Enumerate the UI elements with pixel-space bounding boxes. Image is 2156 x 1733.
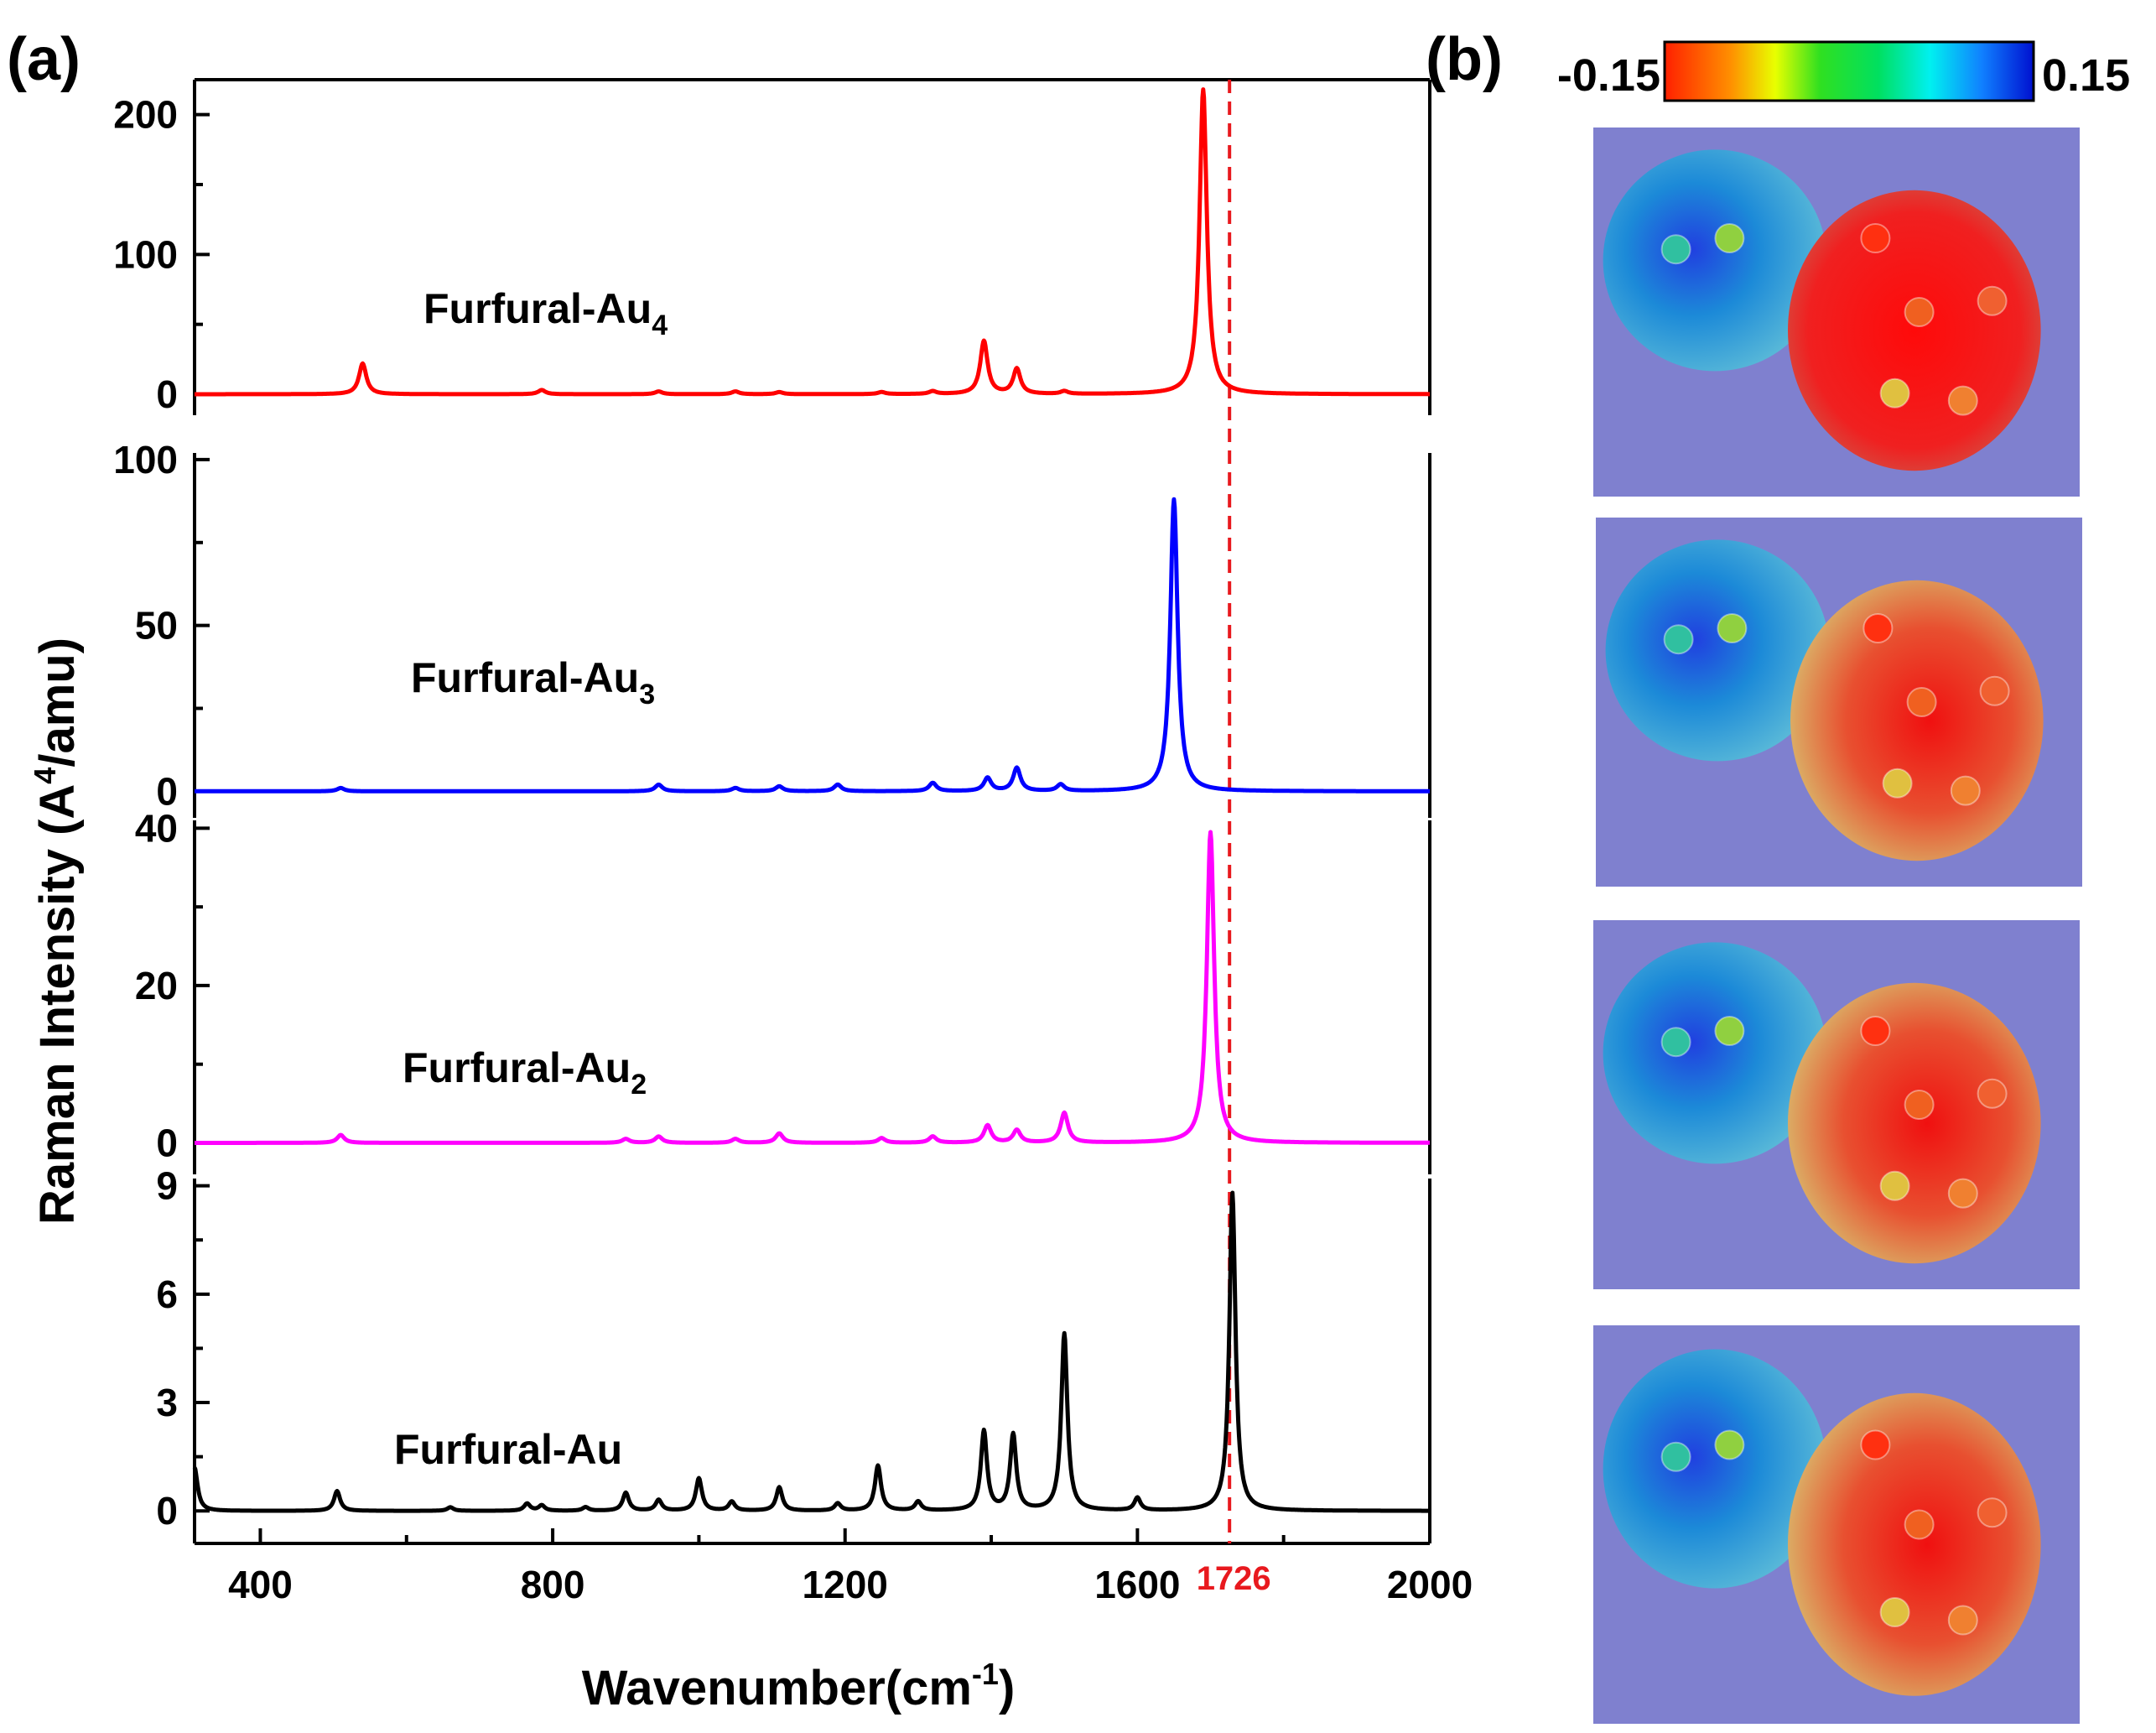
esp-atom xyxy=(1947,1178,1978,1209)
esp-blue-lobe xyxy=(1603,149,1827,372)
esp-blue-lobe xyxy=(1603,1349,1827,1589)
spectrum-line-3 xyxy=(193,830,1431,1145)
y-tick-label: 0 xyxy=(156,1489,178,1533)
y-tick-label: 100 xyxy=(113,232,178,276)
spectrum-line-1 xyxy=(193,87,1431,397)
esp-red-lobe xyxy=(1788,982,2041,1264)
y-tick-label: 100 xyxy=(113,438,178,481)
x-axis-title: Wavenumber(cm-1) xyxy=(582,1657,1016,1715)
spectrum-line-4 xyxy=(192,1190,1431,1513)
colorbar-max-label: 0.15 xyxy=(2042,50,2130,101)
y-tick-label: 20 xyxy=(135,964,178,1007)
esp-atom xyxy=(1947,385,1978,416)
esp-maps xyxy=(1593,128,2082,1724)
esp-atom xyxy=(1660,234,1691,265)
y-tick-label: 0 xyxy=(156,1121,178,1164)
y-tick-label: 50 xyxy=(135,604,178,648)
x-tick-label: 400 xyxy=(228,1563,293,1606)
esp-atom xyxy=(1979,675,2010,706)
x-tick-label: 2000 xyxy=(1387,1563,1473,1606)
esp-blue-lobe xyxy=(1605,539,1830,762)
esp-atom xyxy=(1904,1090,1935,1120)
esp-atom xyxy=(1950,775,1981,806)
stacked-spectra: 400 800 1200 1600 200017260100200Furfural-Au… xyxy=(113,78,1473,1606)
esp-atom xyxy=(1977,285,2008,316)
esp-red-lobe xyxy=(1788,190,2041,471)
y-tick-label: 3 xyxy=(156,1381,178,1424)
esp-atom xyxy=(1862,613,1894,643)
series-label: Furfural-Au xyxy=(394,1426,622,1473)
esp-atom xyxy=(1906,687,1937,717)
y-tick-label: 6 xyxy=(156,1272,178,1316)
esp-red-lobe xyxy=(1788,1392,2041,1696)
esp-atom xyxy=(1860,1016,1891,1046)
esp-atom xyxy=(1660,1441,1691,1472)
colorbar: -0.15 0.15 xyxy=(1557,40,2130,102)
esp-atom xyxy=(1860,223,1891,253)
esp-atom xyxy=(1879,1170,1910,1201)
spectrum-line-2 xyxy=(193,497,1431,794)
x-tick-label: 1200 xyxy=(803,1563,888,1606)
esp-atom xyxy=(1904,297,1935,327)
esp-atom xyxy=(1879,1597,1910,1627)
esp-atom xyxy=(1717,613,1748,643)
esp-atom xyxy=(1977,1078,2008,1109)
colorbar-gradient xyxy=(1663,40,2035,102)
esp-atom xyxy=(1977,1497,2008,1528)
y-tick-label: 0 xyxy=(156,769,178,813)
esp-atom xyxy=(1947,1605,1978,1636)
esp-atom xyxy=(1860,1429,1891,1460)
y-tick-label: 0 xyxy=(156,372,178,416)
series-label: Furfural-Au4 xyxy=(423,285,668,341)
y-tick-label: 200 xyxy=(113,93,178,137)
esp-map-furfural-au4 xyxy=(1593,128,2080,497)
y-axis-title: Raman Intensity (A4/amu) xyxy=(28,638,85,1225)
esp-map-furfural-au xyxy=(1593,1325,2080,1724)
marker-label-1726: 1726 xyxy=(1197,1560,1271,1597)
esp-map-furfural-au3 xyxy=(1596,518,2082,887)
esp-atom xyxy=(1714,223,1745,253)
esp-map-furfural-au2 xyxy=(1593,920,2080,1289)
esp-atom xyxy=(1714,1016,1745,1046)
colorbar-min-label: -0.15 xyxy=(1557,50,1660,101)
esp-atom xyxy=(1904,1509,1935,1540)
esp-blue-lobe xyxy=(1603,942,1827,1164)
y-tick-label: 40 xyxy=(135,806,178,850)
esp-atom xyxy=(1879,377,1910,409)
panel-b-label: (b) xyxy=(1426,26,1503,93)
series-label: Furfural-Au2 xyxy=(403,1044,647,1101)
series-label: Furfural-Au3 xyxy=(411,654,655,710)
x-tick-label: 1600 xyxy=(1094,1563,1180,1606)
esp-atom xyxy=(1663,624,1694,655)
esp-atom xyxy=(1714,1429,1745,1460)
esp-atom xyxy=(1882,768,1913,799)
y-tick-label: 9 xyxy=(156,1164,178,1208)
panel-a-label: (a) xyxy=(7,26,81,93)
esp-atom xyxy=(1660,1027,1691,1058)
esp-red-lobe xyxy=(1790,580,2044,861)
x-tick-label: 800 xyxy=(521,1563,585,1606)
